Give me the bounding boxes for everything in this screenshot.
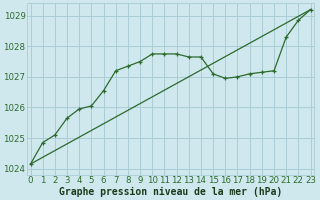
X-axis label: Graphe pression niveau de la mer (hPa): Graphe pression niveau de la mer (hPa) <box>59 186 282 197</box>
